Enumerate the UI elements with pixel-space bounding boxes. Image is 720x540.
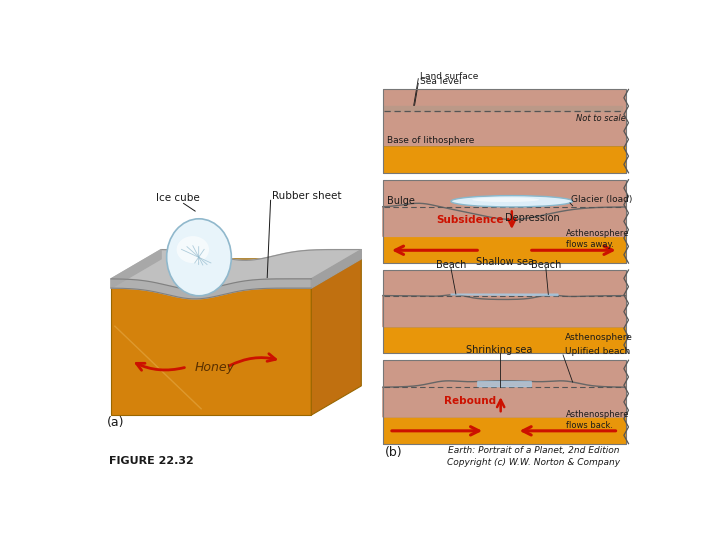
Bar: [383, 360, 626, 444]
Text: Asthenosphere
flows away.: Asthenosphere flows away.: [566, 229, 629, 249]
Text: Honey: Honey: [195, 361, 235, 374]
Bar: [383, 180, 626, 237]
Text: Bulge: Bulge: [387, 196, 415, 206]
Polygon shape: [111, 259, 361, 288]
Ellipse shape: [166, 219, 231, 296]
Polygon shape: [311, 259, 361, 415]
Text: Uplified beach: Uplified beach: [564, 347, 630, 356]
Bar: [383, 237, 626, 263]
Bar: [383, 417, 626, 444]
Polygon shape: [111, 249, 161, 288]
Text: Beach: Beach: [531, 260, 561, 269]
Polygon shape: [478, 381, 531, 387]
Bar: [383, 270, 626, 353]
Text: Not to scale: Not to scale: [576, 113, 626, 123]
Text: Asthenosphere
flows back.: Asthenosphere flows back.: [566, 410, 629, 430]
Text: Shrinking sea: Shrinking sea: [467, 345, 533, 355]
Text: Earth: Portrait of a Planet, 2nd Edition
Copyright (c) W.W. Norton & Company: Earth: Portrait of a Planet, 2nd Edition…: [447, 447, 621, 467]
Text: (a): (a): [107, 416, 125, 429]
Text: Ice cube: Ice cube: [156, 193, 199, 203]
Text: Base of lithosphere: Base of lithosphere: [387, 136, 475, 145]
Polygon shape: [383, 381, 626, 417]
Text: FIGURE 22.32: FIGURE 22.32: [109, 456, 194, 465]
Polygon shape: [111, 288, 311, 415]
Text: (b): (b): [385, 446, 402, 459]
Polygon shape: [383, 295, 626, 327]
Bar: [383, 270, 626, 327]
Polygon shape: [311, 249, 361, 288]
Ellipse shape: [176, 236, 209, 263]
Text: Sea level: Sea level: [420, 77, 462, 86]
Text: Subsidence: Subsidence: [436, 215, 504, 225]
Text: Depression: Depression: [505, 213, 559, 223]
Ellipse shape: [451, 195, 572, 207]
Bar: [383, 146, 626, 173]
Text: Beach: Beach: [436, 260, 466, 269]
Polygon shape: [451, 294, 558, 295]
Polygon shape: [111, 279, 311, 299]
Bar: [383, 90, 626, 146]
Bar: [383, 90, 626, 173]
Text: Rebound: Rebound: [444, 396, 496, 407]
Bar: [383, 327, 626, 353]
Bar: [383, 180, 626, 263]
Polygon shape: [111, 249, 361, 289]
Text: Glacier (load): Glacier (load): [571, 195, 632, 205]
Text: Land surface: Land surface: [420, 72, 478, 82]
Text: Shallow sea: Shallow sea: [475, 256, 534, 267]
Bar: [383, 360, 626, 417]
Ellipse shape: [472, 198, 539, 202]
Text: Rubber sheet: Rubber sheet: [272, 191, 341, 201]
Polygon shape: [383, 203, 626, 237]
Text: Asthenosphere: Asthenosphere: [564, 333, 632, 342]
